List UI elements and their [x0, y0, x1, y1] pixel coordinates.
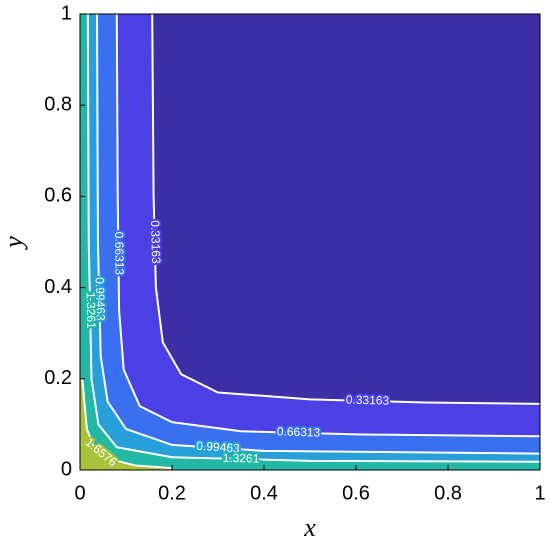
- contour-line: [86, 13, 541, 463]
- y-tick-label: 0.4: [44, 276, 72, 298]
- y-axis-label: y: [0, 236, 28, 251]
- x-tick-label: 1: [534, 482, 545, 504]
- contour-label: 0.99463: [93, 277, 108, 321]
- x-tick-label: 0.2: [158, 482, 186, 504]
- contour-label: 1.3261: [84, 292, 99, 329]
- x-tick-label: 0.6: [342, 482, 370, 504]
- x-axis-label: x: [303, 513, 316, 542]
- x-tick-label: 0: [74, 482, 85, 504]
- y-tick-label: 1: [61, 2, 72, 24]
- y-tick-label: 0.8: [44, 93, 72, 115]
- contour-label: 0.33163: [148, 220, 163, 264]
- x-tick-label: 0.4: [250, 482, 278, 504]
- contour-label: 0.66313: [112, 232, 127, 276]
- contour-label: 0.99463: [196, 439, 241, 456]
- y-tick-label: 0.2: [44, 367, 72, 389]
- plot-frame: [79, 13, 541, 471]
- contour-label: 0.66313: [277, 424, 321, 439]
- x-tick-label: 0.8: [434, 482, 462, 504]
- contour-fill: [80, 378, 172, 470]
- contour-line: [115, 13, 541, 438]
- contour-line: [96, 13, 541, 455]
- contour-line: [151, 13, 541, 405]
- y-tick-label: 0.6: [44, 185, 72, 207]
- contour-label: 1.3261: [222, 451, 259, 466]
- contour-line: [81, 378, 173, 470]
- contour-label: 0.33163: [346, 392, 390, 407]
- y-tick-label: 0: [61, 458, 72, 480]
- contour-fill: [80, 14, 540, 470]
